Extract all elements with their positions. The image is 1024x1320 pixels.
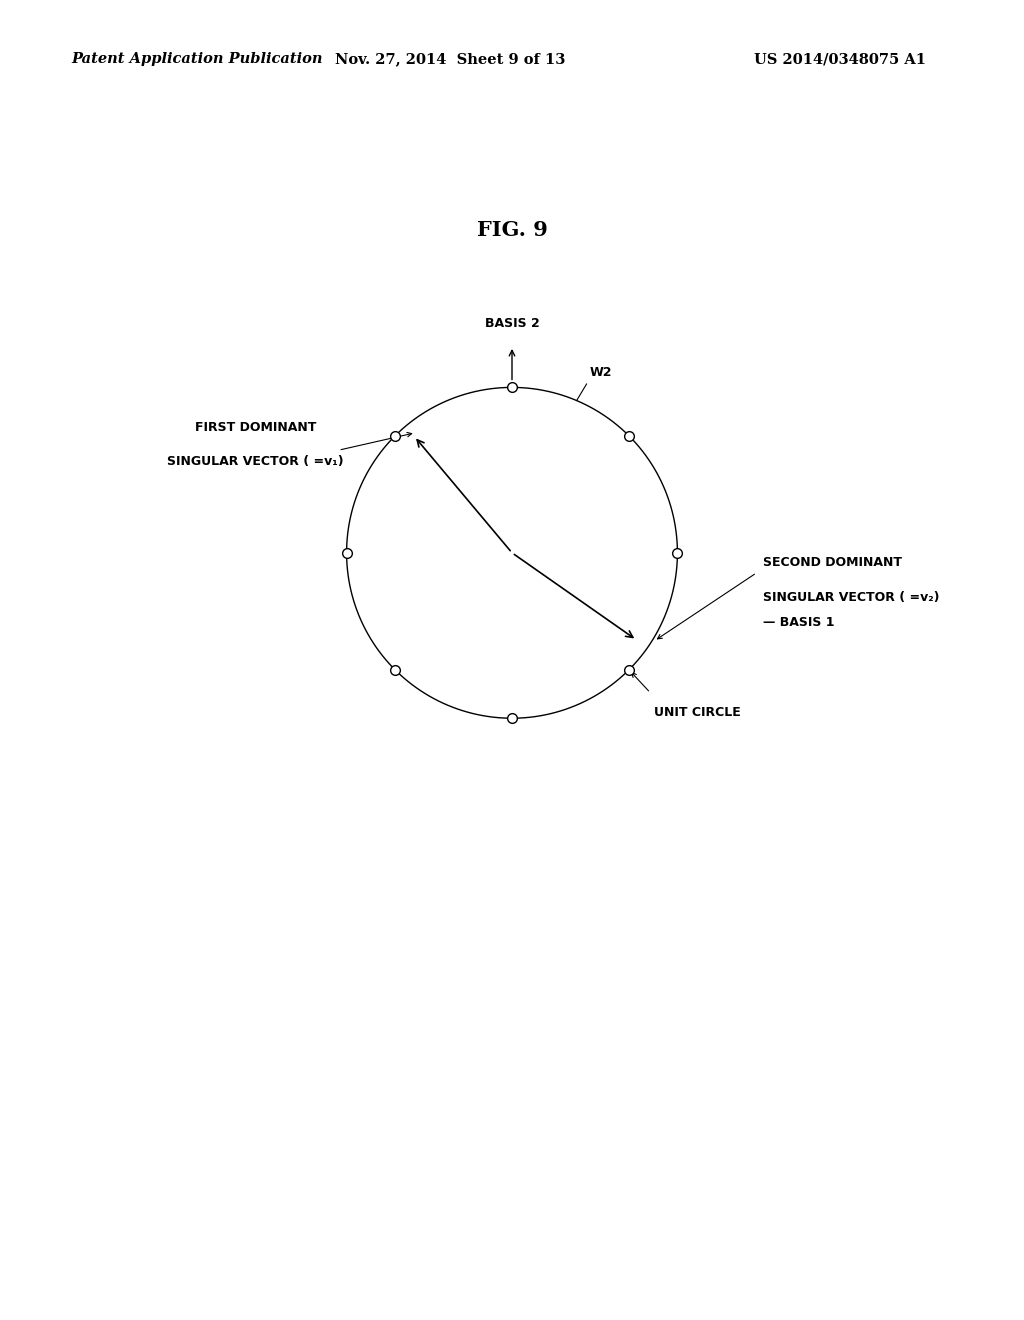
Text: UNIT CIRCLE: UNIT CIRCLE: [653, 706, 740, 719]
Text: — BASIS 1: — BASIS 1: [764, 616, 835, 628]
Text: SINGULAR VECTOR ( =v₁): SINGULAR VECTOR ( =v₁): [167, 455, 344, 469]
Text: FIG. 9: FIG. 9: [476, 220, 548, 240]
Text: US 2014/0348075 A1: US 2014/0348075 A1: [754, 51, 926, 66]
Text: Patent Application Publication: Patent Application Publication: [72, 51, 324, 66]
Text: W2: W2: [590, 366, 612, 379]
Text: BASIS 2: BASIS 2: [484, 317, 540, 330]
Text: SINGULAR VECTOR ( =v₂): SINGULAR VECTOR ( =v₂): [764, 591, 940, 603]
Text: SECOND DOMINANT: SECOND DOMINANT: [764, 556, 902, 569]
Text: Nov. 27, 2014  Sheet 9 of 13: Nov. 27, 2014 Sheet 9 of 13: [336, 51, 565, 66]
Text: FIRST DOMINANT: FIRST DOMINANT: [195, 421, 316, 434]
